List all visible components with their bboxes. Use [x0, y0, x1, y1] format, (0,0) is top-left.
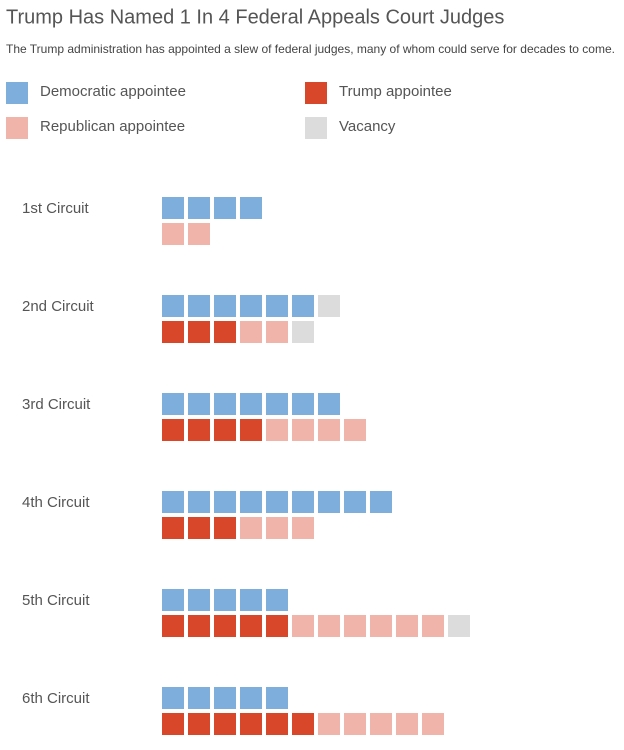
- unit-square: [318, 419, 340, 441]
- unit-square: [292, 393, 314, 415]
- legend-label: Democratic appointee: [40, 83, 186, 100]
- unit-square: [162, 321, 184, 343]
- unit-square: [188, 687, 210, 709]
- category-label: 1st Circuit: [22, 200, 90, 217]
- unit-square: [240, 491, 262, 513]
- unit-square: [188, 615, 210, 637]
- unit-square: [266, 295, 288, 317]
- unit-square: [162, 295, 184, 317]
- unit-square: [318, 491, 340, 513]
- unit-square: [240, 197, 262, 219]
- unit-square: [214, 295, 236, 317]
- unit-square: [214, 197, 236, 219]
- unit-square: [162, 491, 184, 513]
- legend-swatch: [6, 82, 28, 104]
- unit-square: [448, 615, 470, 637]
- unit-square: [344, 615, 366, 637]
- chart-title: Trump Has Named 1 In 4 Federal Appeals C…: [6, 6, 504, 28]
- unit-square: [188, 321, 210, 343]
- legend-label: Vacancy: [339, 118, 396, 135]
- unit-square: [162, 589, 184, 611]
- unit-square: [188, 223, 210, 245]
- unit-square: [266, 687, 288, 709]
- unit-square: [292, 517, 314, 539]
- unit-square: [370, 491, 392, 513]
- legend-swatch: [305, 82, 327, 104]
- unit-square: [162, 197, 184, 219]
- unit-square: [292, 321, 314, 343]
- unit-square: [188, 197, 210, 219]
- unit-square: [240, 687, 262, 709]
- unit-square: [318, 393, 340, 415]
- unit-square: [162, 687, 184, 709]
- unit-square: [162, 393, 184, 415]
- unit-square: [266, 615, 288, 637]
- unit-square: [422, 615, 444, 637]
- unit-square: [214, 589, 236, 611]
- unit-square: [318, 615, 340, 637]
- unit-square: [240, 419, 262, 441]
- unit-square: [188, 517, 210, 539]
- unit-square: [240, 713, 262, 735]
- unit-square: [214, 615, 236, 637]
- unit-square: [240, 517, 262, 539]
- unit-square: [292, 713, 314, 735]
- unit-square: [240, 321, 262, 343]
- unit-square: [266, 419, 288, 441]
- unit-square: [162, 517, 184, 539]
- unit-square: [162, 713, 184, 735]
- category-label: 2nd Circuit: [22, 298, 95, 315]
- unit-square: [240, 295, 262, 317]
- category-label: 4th Circuit: [22, 494, 90, 511]
- unit-square: [214, 713, 236, 735]
- unit-square: [214, 393, 236, 415]
- category-label: 6th Circuit: [22, 690, 90, 707]
- unit-square: [214, 517, 236, 539]
- unit-square: [214, 419, 236, 441]
- unit-square: [240, 393, 262, 415]
- unit-square: [318, 295, 340, 317]
- unit-square: [162, 615, 184, 637]
- unit-square: [266, 321, 288, 343]
- unit-square: [370, 713, 392, 735]
- chart-subtitle: The Trump administration has appointed a…: [6, 42, 615, 56]
- legend-swatch: [6, 117, 28, 139]
- unit-square: [188, 589, 210, 611]
- unit-square: [344, 491, 366, 513]
- unit-square: [188, 393, 210, 415]
- unit-square: [266, 713, 288, 735]
- legend-label: Republican appointee: [40, 118, 185, 135]
- unit-square: [188, 713, 210, 735]
- unit-square: [188, 491, 210, 513]
- unit-square: [292, 419, 314, 441]
- unit-square: [292, 295, 314, 317]
- unit-square: [344, 713, 366, 735]
- unit-square: [422, 713, 444, 735]
- category-label: 5th Circuit: [22, 592, 90, 609]
- unit-square: [292, 491, 314, 513]
- legend-swatch: [305, 117, 327, 139]
- unit-square: [266, 393, 288, 415]
- unit-square: [188, 419, 210, 441]
- unit-square: [266, 517, 288, 539]
- unit-square: [188, 295, 210, 317]
- category-label: 3rd Circuit: [22, 396, 91, 413]
- unit-square: [162, 223, 184, 245]
- unit-square: [318, 713, 340, 735]
- unit-square: [162, 419, 184, 441]
- unit-square: [214, 491, 236, 513]
- unit-square: [266, 589, 288, 611]
- legend-label: Trump appointee: [339, 83, 452, 100]
- unit-square: [266, 491, 288, 513]
- unit-square: [240, 615, 262, 637]
- unit-square: [240, 589, 262, 611]
- unit-square: [214, 687, 236, 709]
- unit-square: [396, 615, 418, 637]
- unit-square: [214, 321, 236, 343]
- unit-square: [370, 615, 392, 637]
- unit-square: [292, 615, 314, 637]
- unit-square: [344, 419, 366, 441]
- unit-square: [396, 713, 418, 735]
